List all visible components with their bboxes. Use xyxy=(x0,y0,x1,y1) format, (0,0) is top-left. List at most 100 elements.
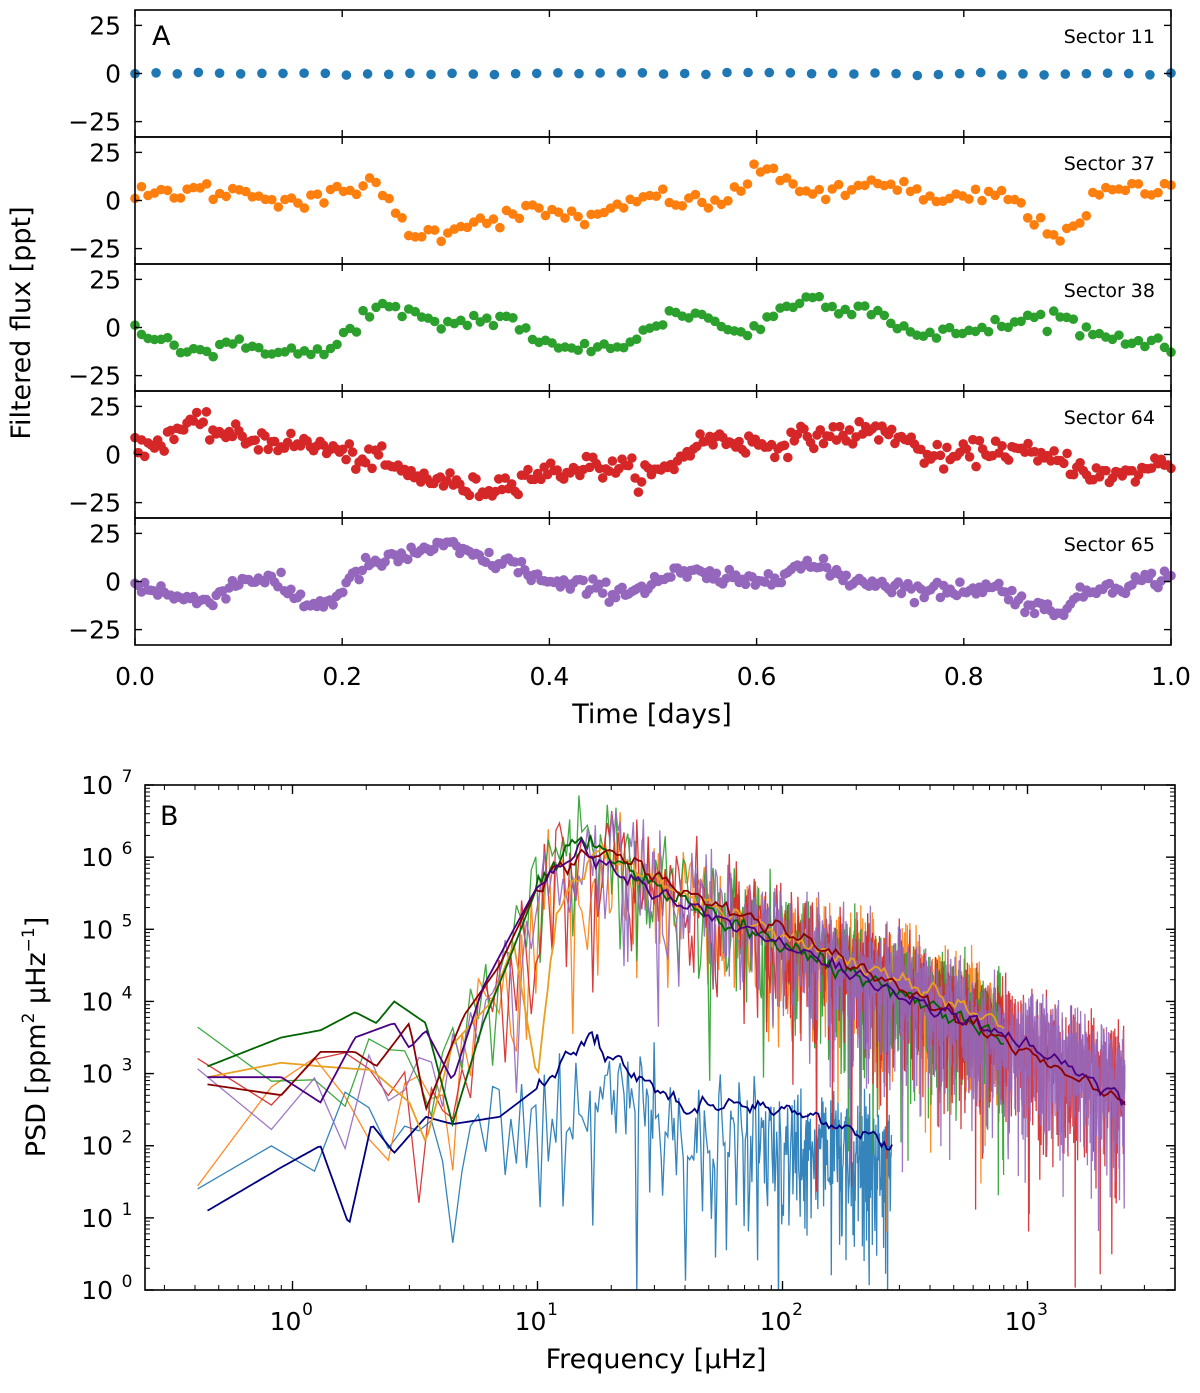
psd-smoothed-sector-37 xyxy=(207,842,1005,1143)
sector-label: Sector 65 xyxy=(1064,534,1155,556)
data-point xyxy=(403,554,413,565)
x-tick-label: 0.8 xyxy=(944,662,984,691)
data-point xyxy=(1153,187,1163,198)
data-point xyxy=(521,323,531,333)
data-point xyxy=(1159,342,1170,353)
data-point xyxy=(169,340,179,351)
data-point xyxy=(954,68,965,79)
data-point xyxy=(560,213,570,223)
data-point xyxy=(286,584,296,595)
data-point xyxy=(961,444,972,454)
y-tick-label: 25 xyxy=(89,392,121,421)
data-point xyxy=(1081,211,1092,221)
data-point xyxy=(469,310,479,321)
data-point xyxy=(351,327,362,337)
data-point xyxy=(616,68,627,78)
data-point xyxy=(1102,68,1113,78)
data-point xyxy=(610,592,621,603)
panel-b-psd: B PSD [ppm2 μHz−1] Frequency [μHz] 10 010… xyxy=(19,767,1176,1375)
data-point xyxy=(916,444,926,455)
data-point xyxy=(617,582,627,593)
data-point xyxy=(658,69,669,79)
data-point xyxy=(781,173,792,183)
panel-b-ylabel-sup1: 2 xyxy=(19,1013,39,1024)
data-point xyxy=(1039,70,1049,80)
psd-smoothed-sector-38 xyxy=(207,834,1004,1128)
data-point xyxy=(783,452,793,463)
y-tick-label: 10 xyxy=(81,1204,113,1233)
data-point xyxy=(328,600,338,610)
data-point xyxy=(344,439,355,449)
data-point xyxy=(175,193,186,203)
series-points xyxy=(130,407,1176,502)
data-point xyxy=(390,301,401,312)
data-point xyxy=(204,435,215,445)
x-tick-exponent: 3 xyxy=(1037,1300,1048,1320)
psd-smoothed-sector-11 xyxy=(207,1030,893,1224)
data-point xyxy=(320,68,331,79)
panel-b-ylabel-part1: PSD [ppm xyxy=(21,1023,52,1157)
data-point xyxy=(364,312,375,322)
data-point xyxy=(708,440,718,450)
data-point xyxy=(429,225,440,235)
data-point xyxy=(925,191,935,201)
data-point xyxy=(768,163,779,174)
data-point xyxy=(1016,316,1026,327)
data-point xyxy=(1075,218,1085,228)
data-point xyxy=(338,587,348,598)
data-point xyxy=(1068,469,1079,480)
y-tick-exponent: 3 xyxy=(122,1056,133,1076)
data-point xyxy=(234,334,245,344)
y-tick-label: 10 xyxy=(81,771,113,800)
data-point xyxy=(818,438,829,449)
data-point xyxy=(724,564,735,575)
data-point xyxy=(416,232,427,242)
data-point xyxy=(456,315,466,326)
panel-a-x-axis-label: Time [days] xyxy=(571,699,731,730)
data-point xyxy=(201,179,212,189)
y-tick-exponent: 6 xyxy=(122,839,133,859)
data-point xyxy=(886,424,897,435)
data-point xyxy=(860,301,870,311)
data-point xyxy=(573,345,583,356)
data-point xyxy=(263,444,274,455)
data-point xyxy=(809,443,819,454)
data-point xyxy=(997,70,1007,80)
data-point xyxy=(267,194,277,205)
data-point xyxy=(997,441,1007,451)
data-point xyxy=(510,68,521,79)
data-point xyxy=(955,577,965,587)
data-point xyxy=(703,203,714,213)
data-point xyxy=(860,180,870,191)
data-point xyxy=(697,197,707,208)
data-point xyxy=(827,301,837,312)
y-tick-label: 10 xyxy=(81,1276,113,1305)
psd-plot-area xyxy=(197,795,1126,1290)
data-point xyxy=(358,305,368,316)
data-point xyxy=(909,597,920,608)
data-point xyxy=(637,68,648,78)
data-point xyxy=(734,436,744,447)
data-point xyxy=(788,179,798,189)
data-point xyxy=(942,442,952,453)
sector-label: Sector 11 xyxy=(1064,26,1155,48)
data-point xyxy=(740,579,751,590)
data-point xyxy=(201,346,212,357)
data-point xyxy=(658,184,668,194)
data-point xyxy=(764,67,775,78)
data-point xyxy=(436,236,447,247)
data-point xyxy=(1127,580,1137,590)
data-point xyxy=(588,574,598,584)
data-point xyxy=(1094,190,1105,200)
data-point xyxy=(278,68,288,79)
data-point xyxy=(975,67,986,78)
y-tick-label: 25 xyxy=(89,138,121,167)
data-point xyxy=(139,577,150,588)
data-point xyxy=(785,68,796,78)
data-point xyxy=(162,185,173,196)
subplot-sector-11: 25 0 −25 Sector 11 xyxy=(68,9,1176,138)
x-tick-label: 0.6 xyxy=(737,662,777,691)
data-point xyxy=(462,222,473,233)
data-point xyxy=(770,452,780,463)
data-point xyxy=(794,298,805,309)
